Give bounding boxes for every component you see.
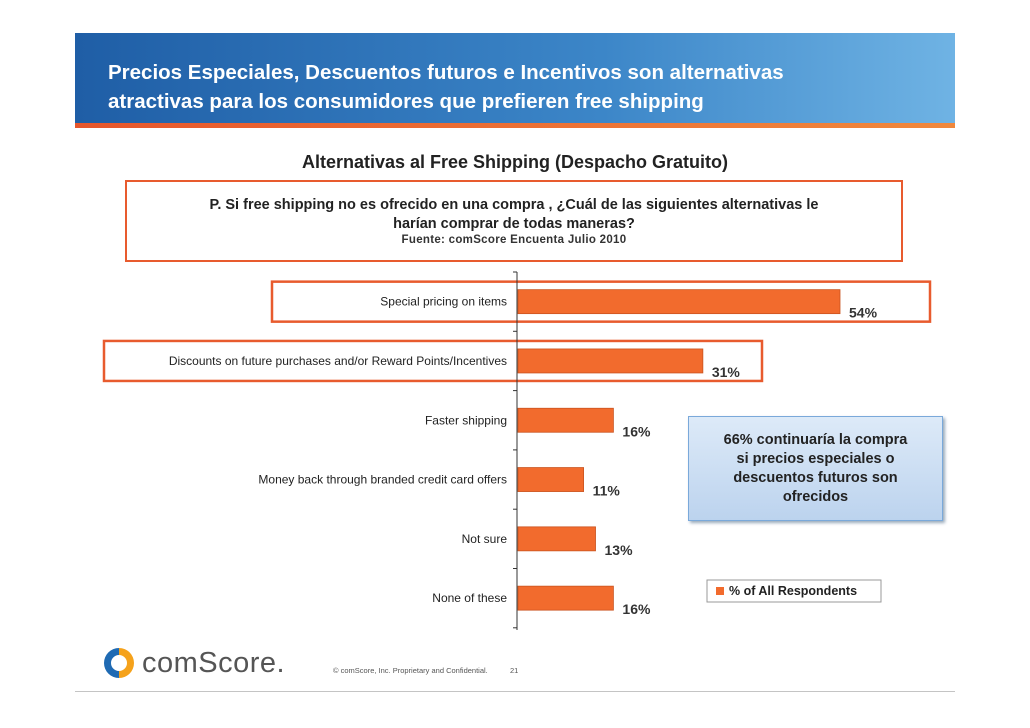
bar (517, 467, 584, 492)
legend: % of All Respondents (706, 579, 882, 603)
callout-line1: 66% continuaría la compra (723, 432, 908, 448)
data-label: 11% (593, 483, 621, 499)
legend-label: % of All Respondents (729, 584, 857, 598)
bar (517, 289, 841, 315)
question-line1: P. Si free shipping no es ofrecido en un… (209, 197, 819, 213)
bar (517, 585, 614, 611)
slide-title: Precios Especiales, Descuentos futuros e… (108, 58, 928, 116)
data-label: 13% (605, 542, 634, 558)
question-box: P. Si free shipping no es ofrecido en un… (125, 180, 903, 262)
page-number: 21 (510, 666, 519, 675)
chart-subtitle: Alternativas al Free Shipping (Despacho … (301, 152, 729, 172)
legend-box (706, 579, 882, 603)
category-label: Discounts on future purchases and/or Rew… (169, 354, 507, 368)
category-label: Faster shipping (425, 413, 507, 427)
data-label: 31% (712, 364, 741, 380)
header-accent-stripe (75, 123, 955, 128)
footer-copyright: © comScore, Inc. Proprietary and Confide… (333, 666, 488, 675)
callout-line2: si precios especiales o (736, 451, 895, 467)
legend-swatch (716, 587, 724, 595)
bar (517, 526, 596, 552)
callout-line3: descuentos futuros son (733, 470, 898, 486)
category-label: None of these (432, 591, 507, 605)
category-label: Money back through branded credit card o… (258, 473, 507, 487)
source-text: Fuente: comScore Encuenta Julio 2010 (401, 234, 627, 246)
comscore-logo: comScore. (104, 646, 285, 680)
bar (517, 348, 704, 374)
highlight-box (270, 280, 932, 323)
comscore-logo-icon (104, 648, 134, 678)
summary-callout: 66% continuaría la compra si precios esp… (688, 416, 943, 521)
data-label: 16% (622, 601, 651, 617)
data-label: 16% (622, 423, 651, 439)
bar (517, 407, 614, 433)
category-label: Special pricing on items (380, 295, 507, 309)
category-label: Not sure (462, 532, 508, 546)
header-banner (75, 33, 955, 123)
callout-line4: ofrecidos (782, 489, 849, 505)
slide-title-line1: Precios Especiales, Descuentos futuros e… (108, 61, 784, 84)
question-text: P. Si free shipping no es ofrecido en un… (127, 196, 901, 234)
slide-title-line2: atractivas para los consumidores que pre… (108, 90, 704, 113)
footer-divider (75, 691, 955, 692)
data-label: 54% (849, 305, 878, 321)
logo-text: comScore. (142, 646, 286, 679)
highlight-box (102, 339, 764, 383)
question-line2: harían comprar de todas maneras? (393, 216, 635, 232)
